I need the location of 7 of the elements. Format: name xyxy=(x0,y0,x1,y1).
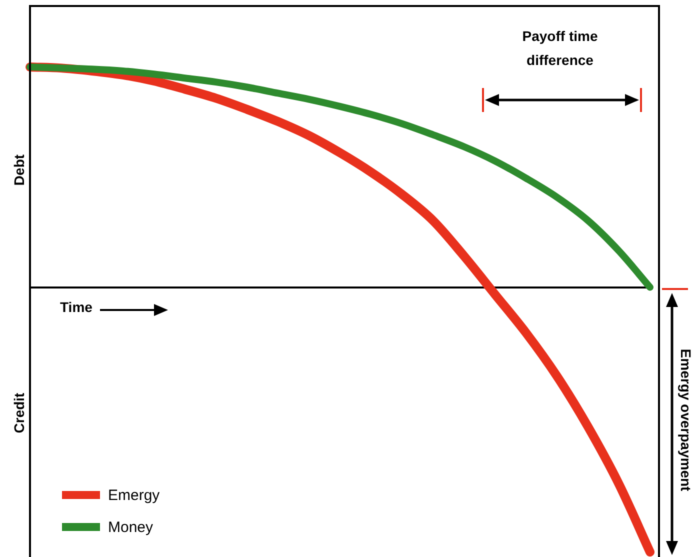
legend-label: Emergy xyxy=(108,486,160,504)
y-axis-title: Debt xyxy=(11,154,27,186)
text: Credit xyxy=(11,392,27,434)
x-axis-title: Time xyxy=(60,299,92,315)
legend-label: Money xyxy=(108,518,154,536)
text: Emergy overpayment xyxy=(678,348,694,492)
annotation: Payoff time difference xyxy=(521,27,599,70)
